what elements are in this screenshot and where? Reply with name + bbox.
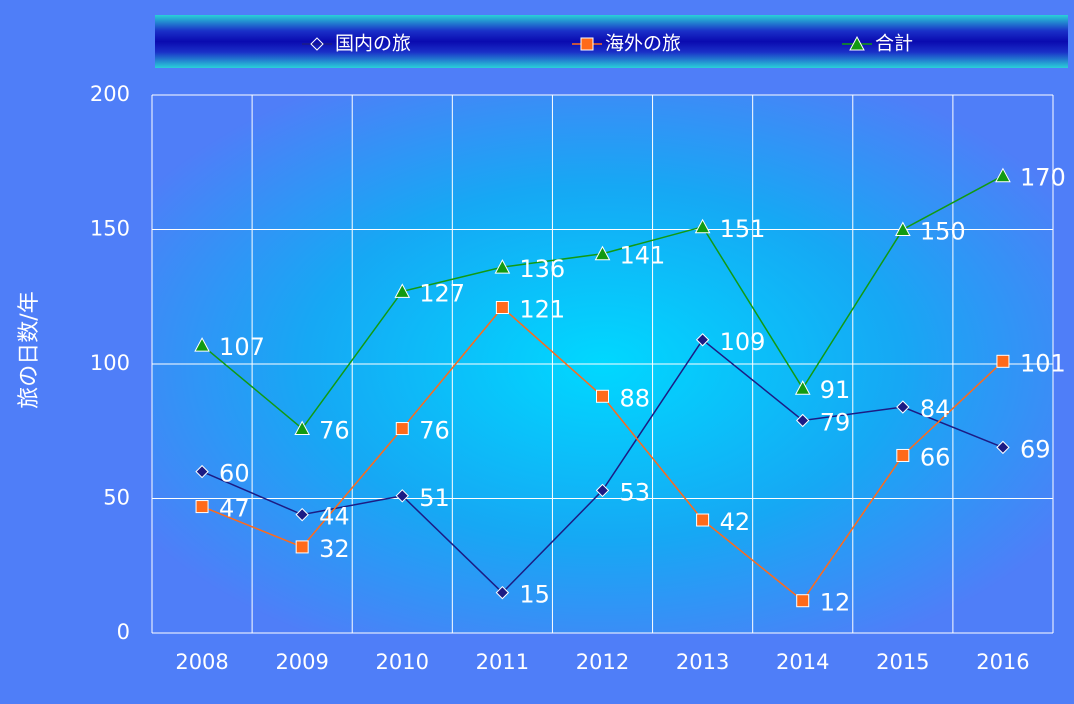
data-label: 170 <box>1020 164 1066 192</box>
y-tick-label: 0 <box>117 620 130 644</box>
data-label: 101 <box>1020 349 1066 377</box>
marker <box>495 301 509 315</box>
data-label: 69 <box>1020 435 1051 463</box>
marker <box>894 221 911 236</box>
marker <box>394 283 411 298</box>
data-label: 107 <box>219 333 265 361</box>
marker <box>395 422 409 436</box>
marker <box>995 167 1011 183</box>
data-label: 47 <box>219 495 250 523</box>
marker <box>580 37 594 51</box>
x-tick-label: 2012 <box>576 650 629 674</box>
legend-label: 合計 <box>875 33 913 55</box>
x-tick-label: 2013 <box>676 650 729 674</box>
marker <box>794 380 811 395</box>
marker <box>295 540 309 554</box>
marker <box>695 333 710 347</box>
marker <box>996 354 1010 368</box>
marker <box>595 483 610 498</box>
data-label: 76 <box>419 417 450 445</box>
data-label: 88 <box>620 384 651 412</box>
data-label: 121 <box>519 296 565 324</box>
data-label: 136 <box>519 255 565 283</box>
marker <box>195 500 209 514</box>
marker <box>495 585 510 600</box>
marker <box>596 389 609 403</box>
marker <box>594 245 611 261</box>
data-label: 109 <box>720 328 766 356</box>
marker <box>796 594 810 608</box>
data-label: 42 <box>720 508 751 536</box>
y-tick-label: 100 <box>90 351 130 375</box>
y-axis-title: 旅の日数/年 <box>17 291 42 408</box>
data-label: 53 <box>620 478 651 506</box>
data-label: 32 <box>319 535 350 563</box>
data-label: 12 <box>820 589 851 617</box>
marker <box>696 513 710 527</box>
marker <box>395 489 409 503</box>
marker <box>494 259 511 274</box>
y-tick-label: 50 <box>103 486 130 510</box>
marker <box>195 464 209 479</box>
legend-box <box>155 15 1068 68</box>
marker <box>295 507 309 522</box>
legend-label: 国内の旅 <box>335 33 411 55</box>
x-tick-label: 2015 <box>876 650 929 674</box>
y-tick-label: 150 <box>90 217 130 241</box>
marker <box>694 218 711 234</box>
data-label: 60 <box>219 460 250 488</box>
data-label: 15 <box>519 581 550 609</box>
x-tick-label: 2016 <box>976 650 1029 674</box>
marker <box>310 37 324 51</box>
data-label: 51 <box>419 484 450 512</box>
x-tick-label: 2008 <box>175 650 228 674</box>
x-tick-label: 2014 <box>776 650 829 674</box>
x-tick-label: 2011 <box>476 650 529 674</box>
marker <box>996 440 1010 455</box>
y-tick-label: 200 <box>90 82 130 106</box>
legend-label: 海外の旅 <box>605 33 681 55</box>
data-label: 141 <box>620 242 666 270</box>
marker <box>294 420 311 436</box>
data-label: 127 <box>419 279 465 307</box>
marker <box>796 413 810 428</box>
data-label: 44 <box>319 503 350 531</box>
data-label: 76 <box>319 417 350 445</box>
marker <box>896 448 910 462</box>
marker <box>849 35 865 51</box>
marker <box>896 400 910 414</box>
data-label: 84 <box>920 395 951 423</box>
data-label: 150 <box>920 218 966 246</box>
data-label: 66 <box>920 443 951 471</box>
marker <box>194 337 210 352</box>
data-label: 91 <box>820 376 851 404</box>
data-label: 151 <box>720 215 766 243</box>
x-tick-label: 2010 <box>376 650 429 674</box>
x-tick-label: 2009 <box>275 650 328 674</box>
data-label: 79 <box>820 408 851 436</box>
